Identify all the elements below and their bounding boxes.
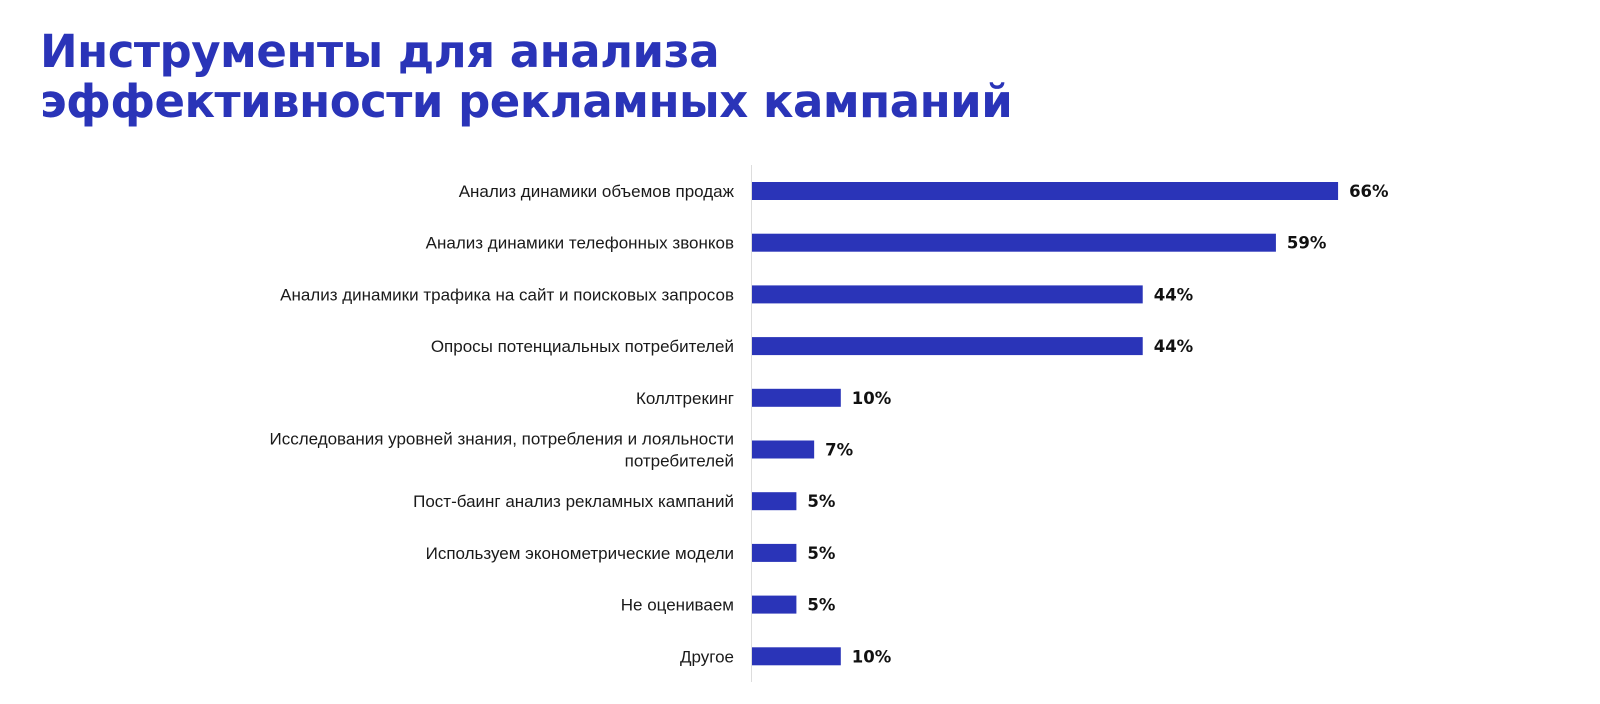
- value-label-1: 66%: [1349, 182, 1389, 201]
- category-label-line: Анализ динамики телефонных звонков: [426, 234, 734, 253]
- category-label-4: Опросы потенциальных потребителей: [431, 337, 734, 356]
- value-label-10: 10%: [852, 647, 892, 666]
- category-label-line: Анализ динамики трафика на сайт и поиско…: [280, 285, 734, 304]
- value-label-7: 5%: [807, 492, 835, 511]
- value-label-2: 59%: [1287, 234, 1327, 253]
- bar-1: [752, 182, 1339, 200]
- category-label-2: Анализ динамики телефонных звонков: [426, 234, 734, 253]
- bar-2: [752, 233, 1276, 252]
- category-label-5: Коллтрекинг: [636, 389, 734, 408]
- bar-7: [752, 492, 797, 511]
- category-label-6: Исследования уровней знания, потребления…: [269, 430, 734, 471]
- category-label-line: Используем эконометрические модели: [426, 544, 734, 563]
- page-title-line-2: эффективности рекламных кампаний: [40, 75, 1013, 128]
- category-label-8: Используем эконометрические модели: [426, 544, 734, 563]
- category-label-3: Анализ динамики трафика на сайт и поиско…: [280, 285, 734, 304]
- page-title-line-1: Инструменты для анализа: [40, 25, 720, 78]
- category-label-line: Анализ динамики объемов продаж: [459, 182, 735, 201]
- value-label-8: 5%: [807, 544, 835, 563]
- category-label-1: Анализ динамики объемов продаж: [459, 182, 735, 201]
- category-label-7: Пост-баинг анализ рекламных кампаний: [413, 492, 734, 511]
- page-title: Инструменты для анализа эффективности ре…: [40, 27, 1140, 127]
- value-label-5: 10%: [852, 389, 892, 408]
- bar-4: [752, 337, 1143, 356]
- category-labels-group: Анализ динамики объемов продаж Анализ дин…: [269, 182, 734, 666]
- value-label-3: 44%: [1154, 285, 1194, 304]
- bar-8: [752, 543, 797, 562]
- bar-6: [752, 440, 815, 459]
- bar-3: [752, 285, 1143, 304]
- bars-group: [752, 182, 1339, 666]
- category-label-line: потребителей: [625, 452, 734, 471]
- category-label-9: Не оцениваем: [621, 596, 734, 615]
- category-label-line: Коллтрекинг: [636, 389, 734, 408]
- category-label-line: Исследования уровней знания, потребления…: [269, 430, 734, 449]
- category-label-line: Не оцениваем: [621, 596, 734, 615]
- category-label-line: Пост-баинг анализ рекламных кампаний: [413, 492, 734, 511]
- bar-9: [752, 595, 797, 614]
- bar-10: [752, 647, 841, 666]
- value-label-4: 44%: [1154, 337, 1194, 356]
- category-label-line: Опросы потенциальных потребителей: [431, 337, 734, 356]
- category-label-10: Другое: [680, 647, 734, 666]
- value-label-9: 5%: [807, 596, 835, 615]
- bar-5: [752, 388, 841, 407]
- value-labels-group: 66% 59% 44% 44% 10% 7% 5% 5% 5% 10%: [807, 182, 1389, 666]
- value-label-6: 7%: [825, 441, 853, 460]
- category-label-line: Другое: [680, 647, 734, 666]
